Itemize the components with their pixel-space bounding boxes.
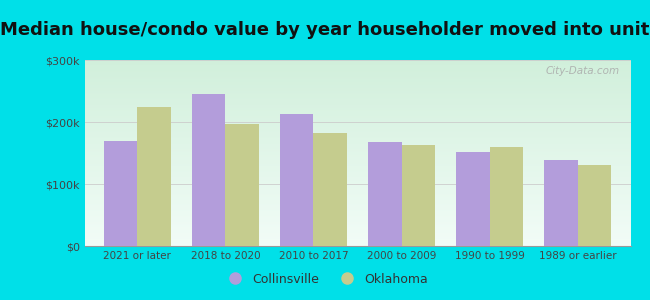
Bar xyxy=(368,142,402,246)
Bar xyxy=(402,145,435,246)
Bar xyxy=(456,152,489,246)
Bar xyxy=(104,141,137,246)
Legend: Collinsville, Oklahoma: Collinsville, Oklahoma xyxy=(217,268,433,291)
Bar xyxy=(192,94,226,246)
Text: City-Data.com: City-Data.com xyxy=(545,66,619,76)
Bar xyxy=(226,124,259,246)
Bar xyxy=(544,160,578,246)
Bar xyxy=(313,133,347,246)
Bar xyxy=(137,106,171,246)
Bar xyxy=(578,165,611,246)
Bar xyxy=(489,147,523,246)
Text: Median house/condo value by year householder moved into unit: Median house/condo value by year househo… xyxy=(0,21,650,39)
Bar xyxy=(280,114,313,246)
